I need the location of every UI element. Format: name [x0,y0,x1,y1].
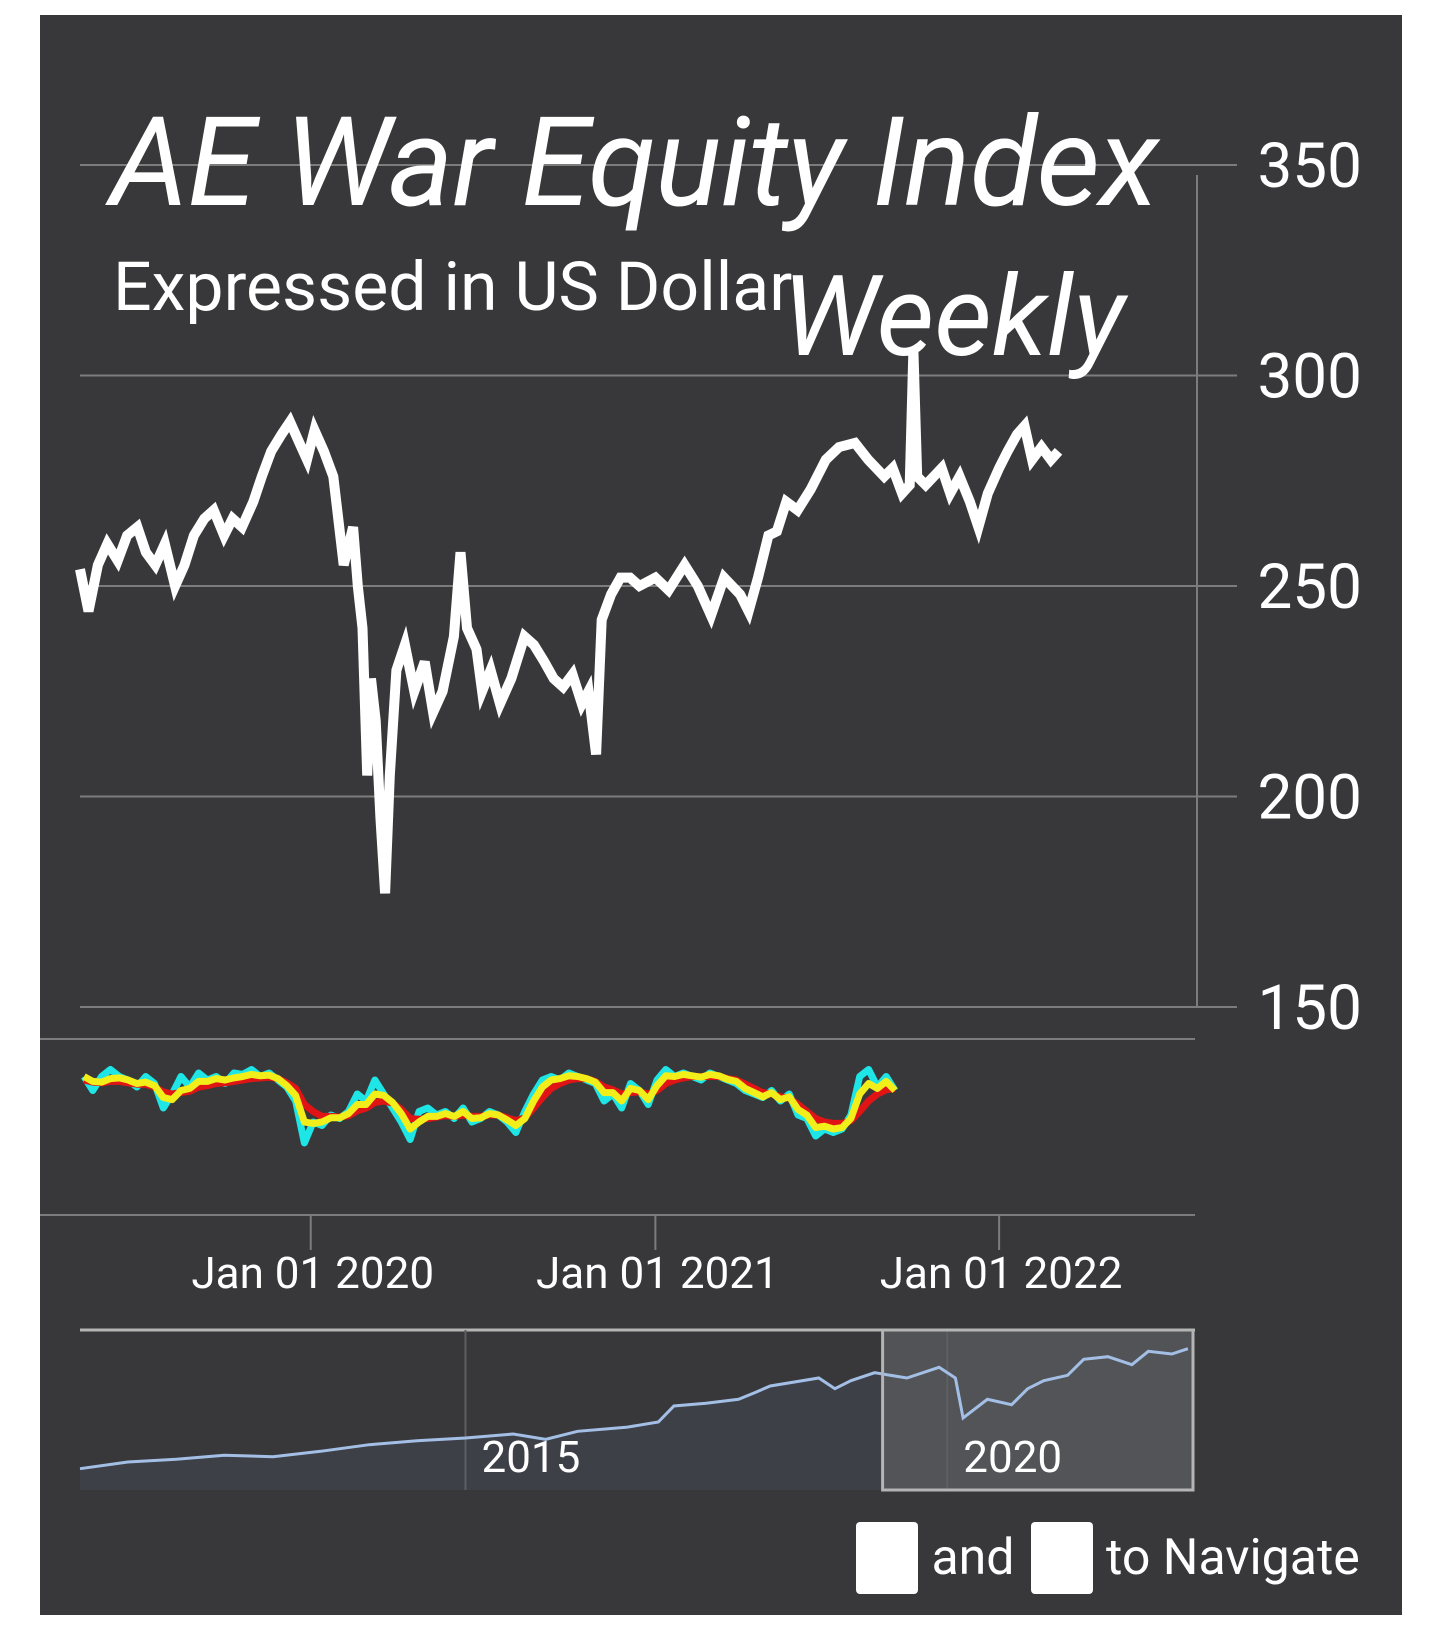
y-tick-label: 350 [1257,130,1362,203]
navigator-selection-outline[interactable] [881,1328,1195,1492]
y-tick-label: 150 [1257,972,1362,1045]
left-arrow-key[interactable] [856,1522,918,1594]
navigation-suffix-text: to Navigate [1106,1529,1360,1587]
y-axis-labels: 150 200 250 300 350 [1257,130,1362,1045]
left-arrow-icon: ← [868,1536,906,1580]
oscillator-series-group [81,1066,898,1147]
x-axis: Jan 01 2020 Jan 01 2021 Jan 01 2022 [191,1215,1122,1299]
price-series-group [75,350,1063,894]
period-label: Weekly [782,252,1128,383]
x-tick-label: Jan 01 2020 [191,1247,434,1299]
right-arrow-icon: → [1043,1536,1081,1580]
navigation-hint: ← and → to Navigate [856,1522,1360,1594]
y-tick-label: 250 [1257,551,1362,624]
oscillator-line-yellow [82,1070,898,1133]
x-tick-label: Jan 01 2021 [536,1247,779,1299]
chart-subtitle: Expressed in US Dollar [113,247,792,327]
navigation-and-text: and [931,1529,1014,1587]
navigator[interactable]: 2015 2020 [79,1328,1195,1492]
navigator-tick-label: 2015 [481,1431,580,1483]
y-tick-label: 300 [1257,341,1362,414]
right-arrow-key[interactable] [1031,1522,1093,1594]
price-line [75,350,1063,894]
navigator-tick-label: 2020 [963,1431,1062,1483]
navigator-line [79,1347,1189,1471]
y-tick-label: 200 [1257,762,1362,835]
title-group: AE War Equity Index Expressed in US Doll… [105,91,1162,383]
x-tick-label: Jan 01 2022 [880,1247,1123,1299]
chart-title: AE War Equity Index [105,91,1161,236]
